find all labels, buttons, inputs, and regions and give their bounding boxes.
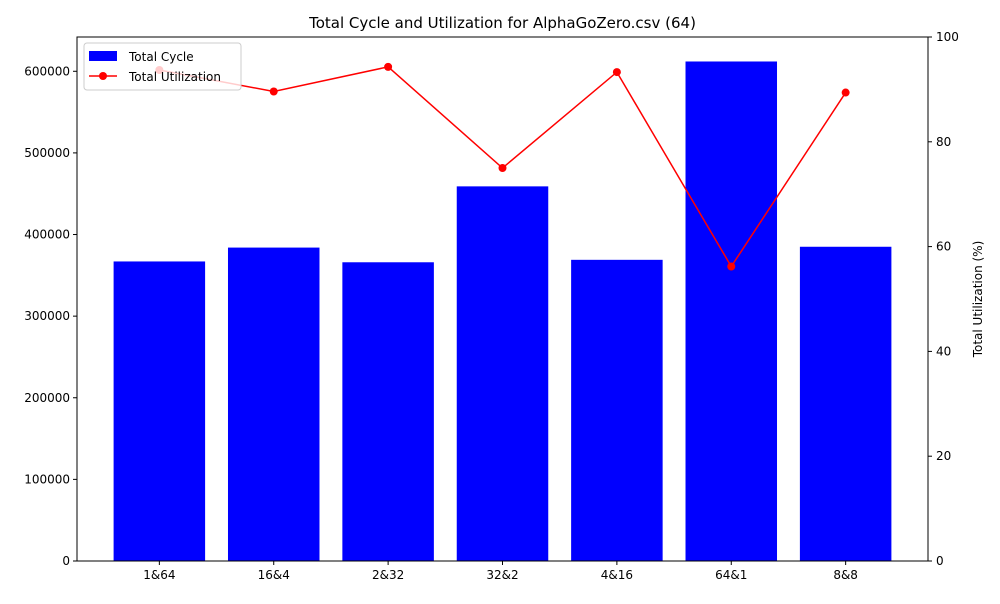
left-tick-label: 200000 — [24, 391, 70, 405]
right-tick-label: 100 — [936, 30, 959, 44]
legend-label-total-utilization: Total Utilization — [128, 70, 221, 84]
right-tick-label: 60 — [936, 240, 951, 254]
x-tick-label-1-64: 1&64 — [143, 568, 175, 582]
utilization-point-64-1 — [727, 262, 736, 271]
x-tick-label-8-8: 8&8 — [833, 568, 858, 582]
chart-title: Total Cycle and Utilization for AlphaGoZ… — [308, 14, 696, 32]
left-tick-label: 0 — [62, 554, 70, 568]
x-tick-label-2-32: 2&32 — [372, 568, 404, 582]
x-tick-label-4-16: 4&16 — [601, 568, 633, 582]
legend-box — [83, 42, 242, 91]
bar-4-16 — [571, 259, 663, 561]
x-tick-label-32-2: 32&2 — [486, 568, 518, 582]
left-tick-label: 300000 — [24, 309, 70, 323]
right-tick-label: 80 — [936, 135, 951, 149]
bar-2-32 — [342, 262, 434, 561]
x-tick-label-64-1: 64&1 — [715, 568, 747, 582]
left-tick-label: 100000 — [24, 472, 70, 486]
bar-16-4 — [227, 247, 320, 561]
utilization-point-32-2 — [498, 164, 507, 172]
left-tick-label: 500000 — [24, 146, 70, 160]
right-tick-label: 0 — [936, 554, 944, 568]
legend-marker-total-utilization — [99, 72, 107, 80]
utilization-point-4-16 — [612, 68, 621, 77]
right-axis-label: Total Utilization (%) — [971, 241, 985, 359]
legend: Total Cycle Total Utilization — [83, 42, 242, 91]
bar-8-8 — [799, 246, 892, 561]
right-tick-label: 20 — [936, 449, 951, 463]
x-tick-label-16-4: 16&4 — [258, 568, 290, 582]
bar-32-2 — [456, 186, 549, 561]
right-tick-label: 40 — [936, 344, 951, 358]
utilization-point-8-8 — [841, 88, 850, 97]
bar-1-64 — [113, 261, 206, 561]
utilization-point-16-4 — [269, 87, 278, 96]
left-tick-label: 400000 — [24, 228, 70, 242]
legend-label-total-cycle: Total Cycle — [128, 50, 194, 64]
utilization-point-2-32 — [384, 62, 393, 71]
legend-swatch-total-cycle — [89, 51, 117, 61]
bar-64-1 — [685, 61, 778, 561]
left-tick-label: 600000 — [24, 64, 70, 78]
